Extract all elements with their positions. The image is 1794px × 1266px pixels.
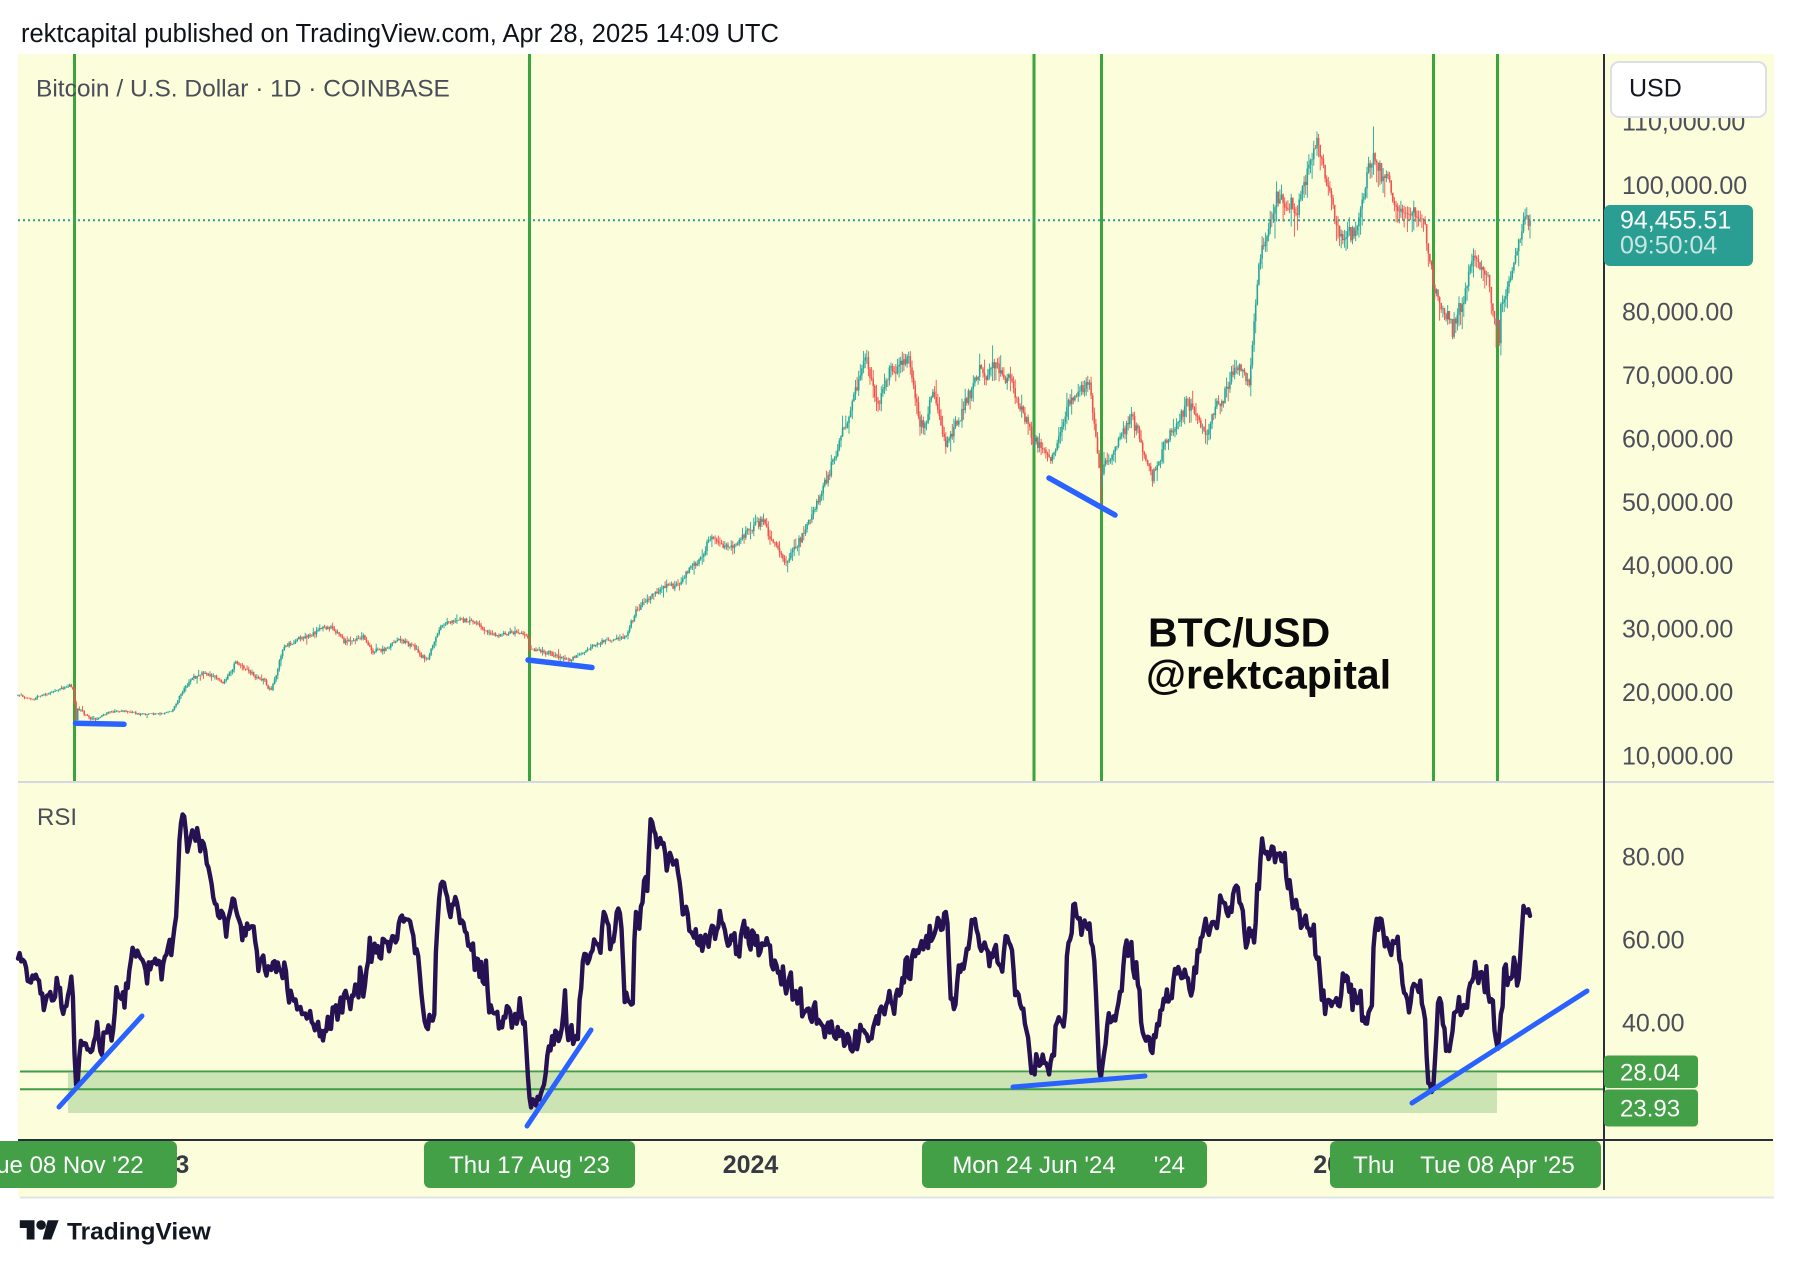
svg-text:10,000.00: 10,000.00 bbox=[1622, 742, 1733, 770]
svg-text:30,000.00: 30,000.00 bbox=[1622, 616, 1733, 644]
svg-text:40,000.00: 40,000.00 bbox=[1622, 552, 1733, 580]
svg-text:70,000.00: 70,000.00 bbox=[1622, 362, 1733, 390]
svg-text:TradingView: TradingView bbox=[67, 1219, 212, 1246]
svg-text:23.93: 23.93 bbox=[1620, 1096, 1680, 1123]
svg-text:40.00: 40.00 bbox=[1622, 1010, 1685, 1038]
svg-text:Tue 08 Nov '22: Tue 08 Nov '22 bbox=[0, 1152, 144, 1179]
svg-text:94,455.51: 94,455.51 bbox=[1620, 206, 1731, 234]
svg-text:60,000.00: 60,000.00 bbox=[1622, 426, 1733, 454]
svg-text:Tue 08 Apr '25: Tue 08 Apr '25 bbox=[1420, 1152, 1574, 1179]
svg-text:@rektcapital: @rektcapital bbox=[1146, 652, 1391, 698]
svg-text:100,000.00: 100,000.00 bbox=[1622, 172, 1747, 200]
svg-text:09:50:04: 09:50:04 bbox=[1620, 232, 1717, 260]
svg-text:20,000.00: 20,000.00 bbox=[1622, 679, 1733, 707]
svg-text:USD: USD bbox=[1629, 75, 1682, 103]
svg-text:60.00: 60.00 bbox=[1622, 927, 1685, 955]
svg-text:rektcapital published on Tradi: rektcapital published on TradingView.com… bbox=[21, 20, 779, 48]
svg-text:80.00: 80.00 bbox=[1622, 844, 1685, 872]
svg-text:50,000.00: 50,000.00 bbox=[1622, 489, 1733, 517]
svg-text:BTC/USD: BTC/USD bbox=[1148, 610, 1330, 656]
svg-text:2024: 2024 bbox=[723, 1151, 779, 1179]
svg-text:Mon 24 Jun '24: Mon 24 Jun '24 bbox=[952, 1152, 1115, 1179]
svg-text:Bitcoin / U.S. Dollar · 1D · C: Bitcoin / U.S. Dollar · 1D · COINBASE bbox=[36, 76, 450, 103]
svg-text:28.04: 28.04 bbox=[1620, 1059, 1680, 1086]
svg-text:RSI: RSI bbox=[37, 804, 77, 831]
svg-text:80,000.00: 80,000.00 bbox=[1622, 299, 1733, 327]
svg-text:Thu 17 Aug '23: Thu 17 Aug '23 bbox=[449, 1152, 610, 1179]
